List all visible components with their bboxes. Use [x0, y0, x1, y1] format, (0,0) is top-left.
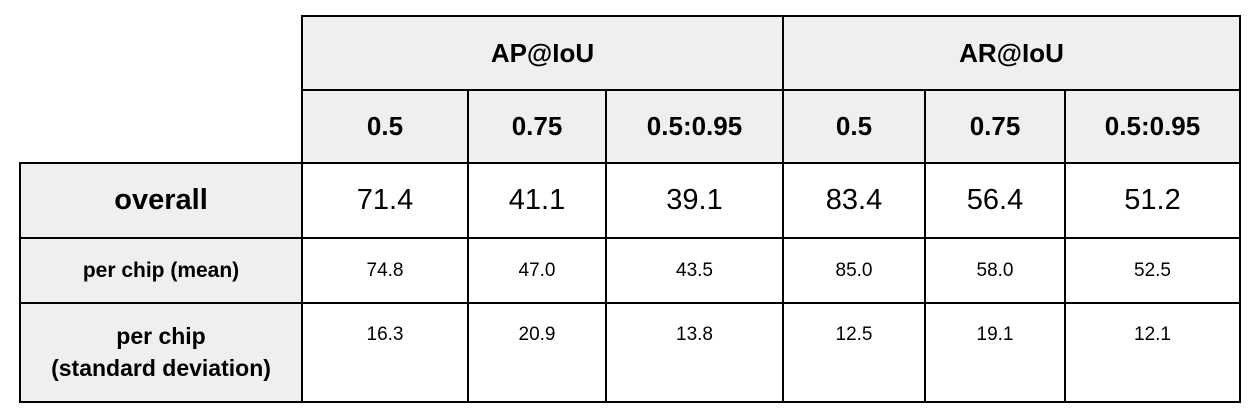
column-header: 0.5 [782, 89, 926, 164]
value-cell: 16.3 [301, 302, 469, 403]
row-header: overall [19, 162, 303, 239]
value-cell: 41.1 [467, 162, 607, 239]
row-header: per chip (standard deviation) [19, 302, 303, 403]
value-cell: 12.5 [782, 302, 926, 403]
row-header: per chip (mean) [19, 237, 303, 304]
value-cell: 56.4 [924, 162, 1066, 239]
column-header: 0.75 [467, 89, 607, 164]
group-header: AR@IoU [782, 15, 1241, 91]
value-cell: 47.0 [467, 237, 607, 304]
value-cell: 58.0 [924, 237, 1066, 304]
value-cell: 52.5 [1064, 237, 1241, 304]
group-header: AP@IoU [301, 15, 784, 91]
column-header: 0.75 [924, 89, 1066, 164]
value-cell: 20.9 [467, 302, 607, 403]
value-cell: 74.8 [301, 237, 469, 304]
column-header: 0.5 [301, 89, 469, 164]
value-cell: 43.5 [605, 237, 784, 304]
column-header: 0.5:0.95 [1064, 89, 1241, 164]
value-cell: 19.1 [924, 302, 1066, 403]
value-cell: 12.1 [1064, 302, 1241, 403]
value-cell: 71.4 [301, 162, 469, 239]
column-header: 0.5:0.95 [605, 89, 784, 164]
value-cell: 13.8 [605, 302, 784, 403]
value-cell: 39.1 [605, 162, 784, 239]
value-cell: 83.4 [782, 162, 926, 239]
value-cell: 85.0 [782, 237, 926, 304]
value-cell: 51.2 [1064, 162, 1241, 239]
